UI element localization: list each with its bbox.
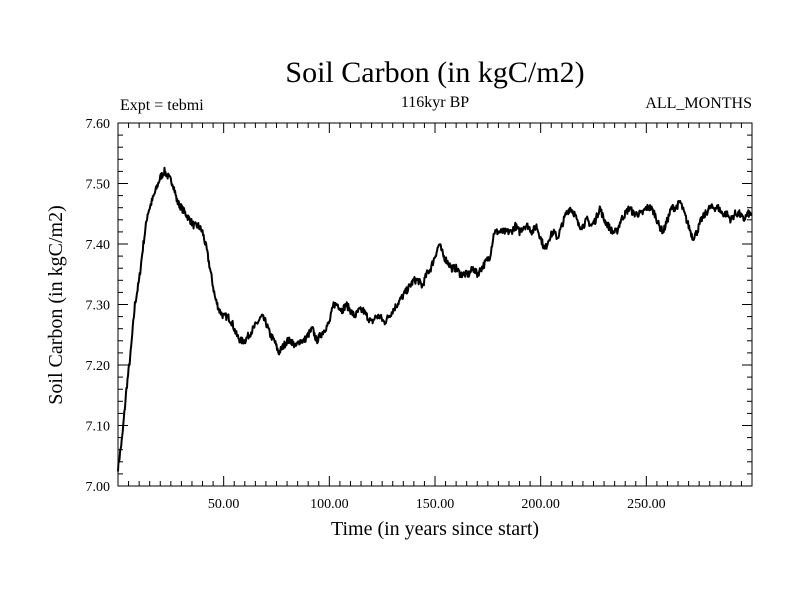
chart-title: Soil Carbon (in kgC/m2): [285, 56, 584, 89]
y-tick-label: 7.40: [86, 238, 111, 253]
x-tick-label: 50.00: [208, 497, 240, 512]
x-tick-label: 200.00: [521, 497, 560, 512]
y-axis-label: Soil Carbon (in kgC/m2): [45, 205, 67, 404]
y-tick-label: 7.00: [86, 480, 111, 495]
series-line-soil-carbon: [117, 166, 753, 472]
x-tick-label: 250.00: [627, 497, 666, 512]
y-tick-label: 7.30: [86, 299, 111, 314]
period-label: ALL_MONTHS: [645, 95, 752, 112]
axis-ticks: [118, 123, 752, 486]
x-tick-label: 100.00: [310, 497, 349, 512]
y-tick-label: 7.50: [86, 178, 111, 193]
x-tick-labels: 50.00 100.00 150.00 200.00 250.00: [208, 497, 666, 512]
x-tick-label: 150.00: [416, 497, 455, 512]
y-tick-label: 7.60: [86, 117, 111, 132]
chart-subtitle: 116kyr BP: [401, 94, 469, 111]
y-tick-labels: 7.00 7.10 7.20 7.30 7.40 7.50 7.60: [86, 117, 111, 495]
y-tick-label: 7.20: [86, 359, 111, 374]
plot-frame: [117, 122, 753, 487]
x-axis-label: Time (in years since start): [331, 518, 539, 540]
experiment-label: Expt = tebmi: [120, 97, 204, 114]
y-tick-label: 7.10: [86, 420, 111, 435]
